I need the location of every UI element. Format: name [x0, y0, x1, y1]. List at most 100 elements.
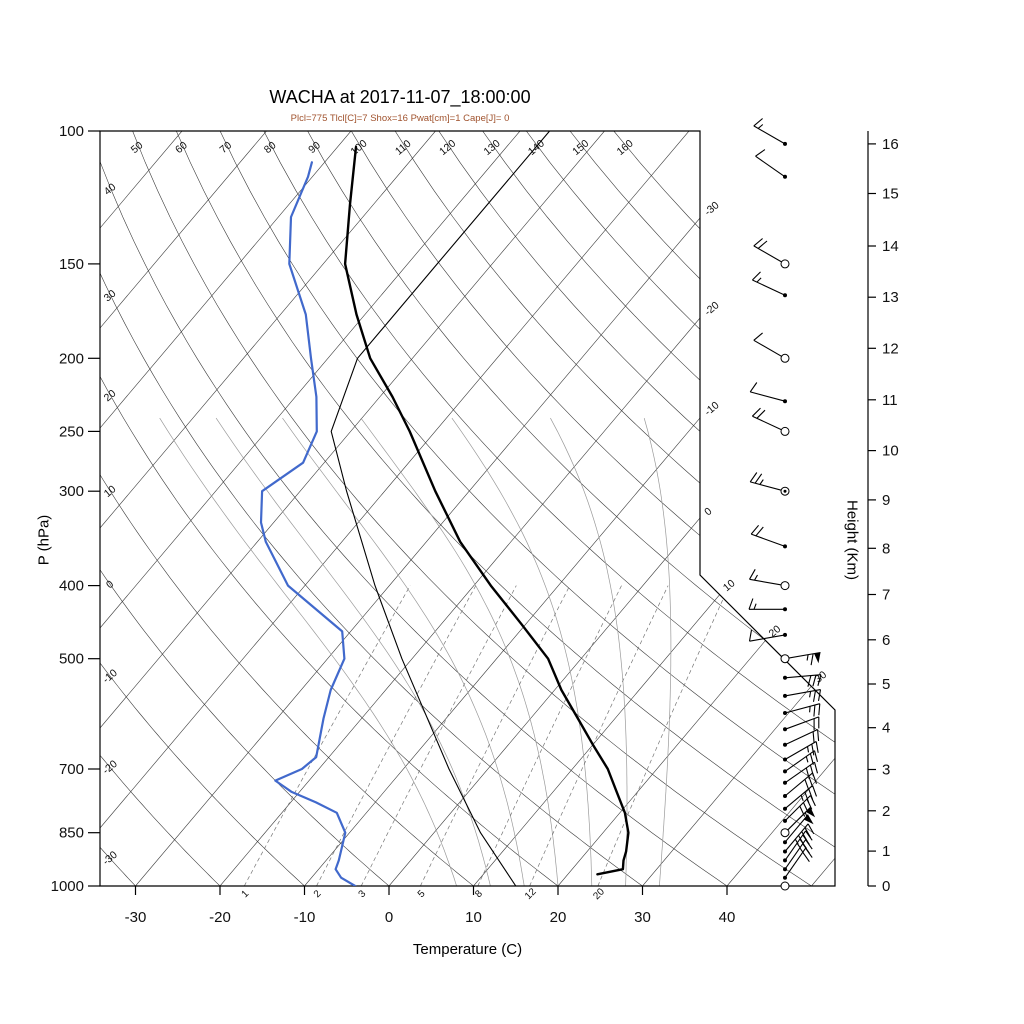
- wind-barb-full: [805, 839, 813, 850]
- wind-barb-staff: [749, 634, 786, 642]
- dry-adiabat-line: [438, 131, 835, 886]
- wind-barb-full: [749, 569, 756, 580]
- wind-barb-full: [813, 750, 819, 762]
- height-tick-label: 9: [882, 492, 890, 509]
- wind-barb-half: [809, 706, 811, 713]
- wind-barb-full: [812, 674, 817, 687]
- wind-barb-full: [753, 118, 763, 127]
- isotherm-label: -30: [702, 199, 721, 218]
- dry-adiabat-line: [482, 131, 835, 886]
- station-circle-marker: [780, 259, 790, 269]
- mixing-ratio-label: 5: [416, 888, 428, 900]
- wind-barb-staff: [784, 761, 815, 784]
- wind-barb-full: [812, 785, 818, 797]
- wind-barb-full: [807, 823, 815, 835]
- station-dot-marker: [783, 757, 787, 762]
- dry-adiabat-label: -10: [100, 667, 119, 686]
- dry-adiabat-label: -30: [100, 849, 119, 868]
- temperature-axis-label: Temperature (C): [412, 941, 523, 958]
- station-circle-marker: [780, 654, 790, 664]
- wind-barb-full: [812, 731, 815, 744]
- dry-adiabat-line: [100, 131, 390, 886]
- wind-barb-half: [756, 277, 762, 283]
- wind-barb-full: [815, 741, 819, 753]
- dry-adiabat-line: [100, 131, 728, 886]
- wind-barb-staff: [784, 703, 820, 714]
- pressure-tick-label: 300: [59, 483, 84, 500]
- dry-adiabat-label: 100: [348, 137, 369, 158]
- station-circle-marker: [780, 581, 790, 591]
- plot-boundary: [99, 130, 836, 887]
- wind-barb-staff: [753, 339, 786, 359]
- mixing-ratio-line: [477, 585, 622, 886]
- wind-barb-staff: [784, 729, 818, 746]
- wind-barb-full: [750, 524, 760, 535]
- dry-adiabat-line: [100, 131, 559, 886]
- isotherm-line: [100, 131, 352, 886]
- isotherm-label: -20: [702, 299, 721, 318]
- wind-barb-staff: [750, 391, 786, 402]
- wind-barb-full: [749, 472, 758, 483]
- height-tick-label: 4: [882, 720, 890, 737]
- wind-barb-staff: [784, 823, 809, 852]
- wind-barb-full: [808, 775, 814, 788]
- pressure-tick-label: 850: [59, 825, 84, 842]
- station-dot-marker: [783, 858, 787, 863]
- station-dot-marker: [783, 489, 787, 493]
- wind-barb-full: [817, 729, 820, 742]
- station-dot-marker: [783, 742, 787, 747]
- dry-adiabat-label: 150: [570, 137, 591, 158]
- mixing-ratio-line: [597, 585, 730, 886]
- dry-adiabat-label: 90: [306, 139, 323, 156]
- dry-adiabat-line: [613, 131, 835, 886]
- dry-adiabat-line: [132, 131, 812, 886]
- station-dot-marker: [783, 399, 787, 404]
- wind-barb-staff: [752, 415, 786, 432]
- isotherm-line: [100, 131, 521, 886]
- station-dot-marker: [783, 840, 787, 845]
- height-tick-label: 7: [882, 587, 890, 604]
- station-circle-marker: [780, 353, 790, 363]
- pressure-tick-label: 500: [59, 651, 84, 668]
- isotherm-line: [557, 131, 835, 886]
- wind-barb-half: [754, 574, 758, 581]
- mixing-ratio-line: [316, 585, 477, 886]
- dry-adiabat-label: 20: [102, 387, 119, 404]
- height-tick-label: 0: [882, 878, 890, 895]
- dry-adiabat-label: 10: [102, 483, 119, 500]
- height-tick-label: 8: [882, 540, 890, 557]
- wind-barb-staff: [784, 830, 807, 861]
- pressure-tick-label: 700: [59, 761, 84, 778]
- isotherm-line: [100, 131, 436, 886]
- wind-barb-staff: [784, 814, 809, 843]
- dry-adiabat-label: 80: [262, 139, 279, 156]
- mixing-ratio-label: 20: [591, 886, 607, 902]
- station-dot-marker: [783, 818, 787, 823]
- pressure-tick-label: 200: [59, 350, 84, 367]
- dry-adiabat-label: -20: [100, 758, 119, 777]
- station-dot-marker: [783, 141, 787, 146]
- station-circle-marker: [780, 881, 790, 891]
- height-tick-label: 6: [882, 632, 890, 649]
- wind-barb-half: [800, 795, 804, 801]
- height-tick-label: 15: [882, 186, 899, 203]
- temperature-tick-label: 0: [385, 909, 393, 926]
- wind-barb-staff: [753, 125, 786, 145]
- sounding-curves: [259, 131, 630, 886]
- moist-adiabat-line: [451, 417, 593, 886]
- station-dot-marker: [783, 174, 787, 179]
- moist-adiabat-line: [215, 417, 491, 886]
- skewt-background-grid: [100, 131, 835, 886]
- isotherm-line: [642, 131, 835, 886]
- pressure-tick-label: 1000: [51, 878, 84, 895]
- mixing-ratio-line: [243, 585, 411, 886]
- dry-adiabat-label: 0: [104, 578, 116, 591]
- wind-barb-full: [805, 847, 813, 858]
- moist-adiabat-line: [643, 418, 672, 886]
- temperature-curve: [343, 145, 630, 876]
- station-dot-marker: [783, 607, 787, 612]
- wind-barb-full: [757, 240, 768, 249]
- wind-barb-full: [810, 795, 816, 807]
